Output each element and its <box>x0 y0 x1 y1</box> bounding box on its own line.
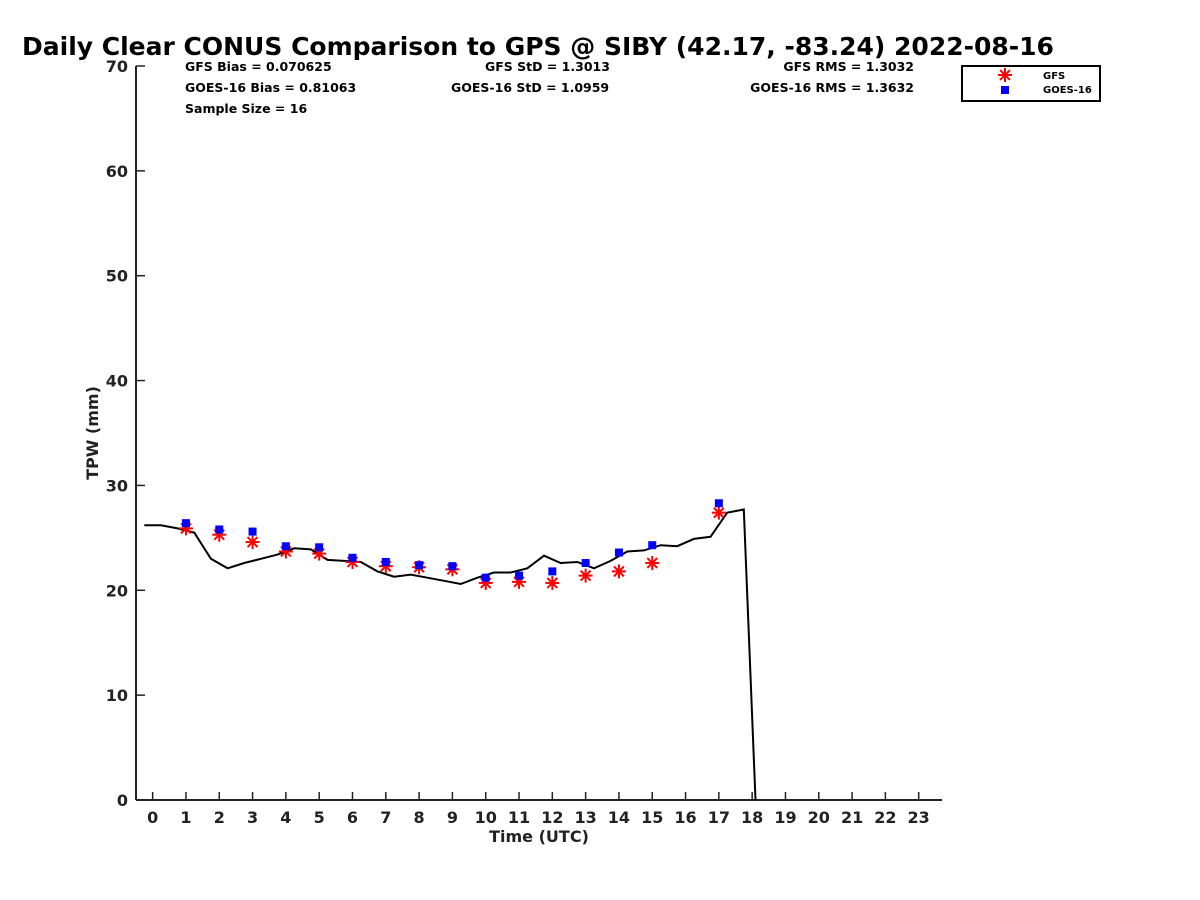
x-tick-label: 21 <box>841 808 863 827</box>
gfs-point <box>578 568 593 583</box>
gps-series-line <box>144 508 757 801</box>
x-tick-label: 13 <box>574 808 596 827</box>
y-axis-label: TPW (mm) <box>83 386 102 480</box>
x-tick-label: 8 <box>414 808 425 827</box>
legend-box <box>961 65 1101 102</box>
y-tick-label: 10 <box>106 686 128 705</box>
gfs-rms-stat: GFS RMS = 1.3032 <box>783 59 914 74</box>
goes-point <box>381 557 390 566</box>
goes-point <box>548 567 557 576</box>
y-tick-label: 60 <box>106 162 128 181</box>
goes-point <box>215 525 224 534</box>
goes-point <box>581 559 590 568</box>
x-tick-label: 16 <box>674 808 696 827</box>
goes-point <box>181 519 190 528</box>
x-tick-label: 6 <box>347 808 358 827</box>
x-tick-label: 5 <box>314 808 325 827</box>
x-tick-label: 1 <box>180 808 191 827</box>
y-tick-label: 50 <box>106 267 128 286</box>
y-tick-label: 0 <box>117 791 128 810</box>
goes-point <box>448 562 457 571</box>
legend-goes-label: GOES-16 <box>1043 85 1092 96</box>
x-axis-ticks: 0 1 2 3 4 5 6 7 8 9 10 11 12 13 14 15 16 17 18 19 20 21 22 23 <box>147 792 930 827</box>
axes <box>135 66 942 801</box>
gfs-bias-stat: GFS Bias = 0.070625 <box>185 59 332 74</box>
legend-gfs-asterisk <box>998 68 1012 82</box>
legend-gfs-marker <box>998 68 1012 82</box>
goes-point <box>348 553 357 562</box>
goes-std-stat: GOES-16 StD = 1.0959 <box>451 80 609 95</box>
x-axis-label: Time (UTC) <box>489 827 589 846</box>
y-tick-label: 40 <box>106 372 128 391</box>
goes-series <box>181 499 723 582</box>
x-tick-label: 22 <box>874 808 896 827</box>
x-tick-label: 11 <box>508 808 530 827</box>
y-tick-label: 70 <box>106 57 128 76</box>
gfs-point <box>645 556 660 571</box>
x-tick-label: 4 <box>280 808 291 827</box>
goes-rms-stat: GOES-16 RMS = 1.3632 <box>750 80 914 95</box>
legend-gfs-label: GFS <box>1043 71 1065 82</box>
gfs-point <box>545 575 560 590</box>
chart-title: Daily Clear CONUS Comparison to GPS @ SI… <box>22 32 1054 61</box>
goes-point <box>281 542 290 551</box>
sample-size-stat: Sample Size = 16 <box>185 101 307 116</box>
x-tick-label: 17 <box>708 808 730 827</box>
x-tick-label: 14 <box>608 808 630 827</box>
x-tick-label: 2 <box>214 808 225 827</box>
x-tick-label: 19 <box>774 808 796 827</box>
goes-point <box>714 499 723 508</box>
y-tick-label: 20 <box>106 581 128 600</box>
x-tick-label: 10 <box>475 808 497 827</box>
gfs-point <box>611 564 626 579</box>
goes-point <box>515 571 524 580</box>
y-tick-label: 30 <box>106 476 128 495</box>
goes-point <box>614 548 623 557</box>
goes-point <box>315 543 324 552</box>
x-tick-label: 12 <box>541 808 563 827</box>
x-tick-label: 15 <box>641 808 663 827</box>
gps-line-path <box>144 508 757 801</box>
gfs-point <box>711 505 726 520</box>
x-tick-label: 3 <box>247 808 258 827</box>
gfs-std-stat: GFS StD = 1.3013 <box>485 59 610 74</box>
x-tick-label: 7 <box>380 808 391 827</box>
legend: GFS GOES-16 <box>961 65 1101 102</box>
goes-point <box>481 573 490 582</box>
goes-bias-stat: GOES-16 Bias = 0.81063 <box>185 80 356 95</box>
x-tick-label: 20 <box>808 808 830 827</box>
x-tick-label: 9 <box>447 808 458 827</box>
legend-goes-marker <box>1001 86 1009 94</box>
gfs-series <box>178 505 726 590</box>
y-axis-ticks: 0 10 20 30 40 50 60 70 <box>106 57 145 810</box>
x-tick-label: 0 <box>147 808 158 827</box>
x-tick-label: 18 <box>741 808 763 827</box>
goes-point <box>648 541 657 550</box>
gfs-point <box>245 535 260 550</box>
goes-point <box>248 527 257 536</box>
goes-point <box>415 561 424 570</box>
x-tick-label: 23 <box>908 808 930 827</box>
